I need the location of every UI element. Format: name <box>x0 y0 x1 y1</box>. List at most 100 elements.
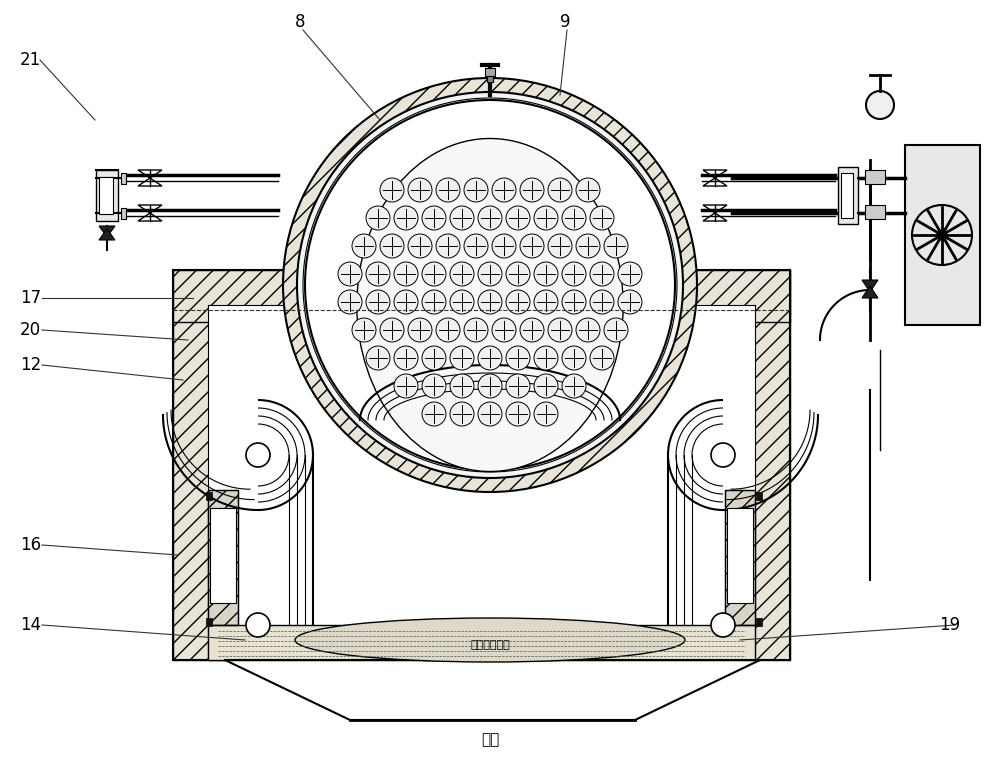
Circle shape <box>422 346 446 370</box>
Text: 底座: 底座 <box>481 732 499 748</box>
Circle shape <box>450 346 474 370</box>
Polygon shape <box>173 270 225 660</box>
Text: 16: 16 <box>20 536 41 554</box>
Polygon shape <box>99 226 115 237</box>
Bar <box>99 177 113 214</box>
Circle shape <box>366 262 390 286</box>
Circle shape <box>590 262 614 286</box>
Bar <box>725 490 755 625</box>
Circle shape <box>478 402 502 426</box>
Circle shape <box>492 178 516 202</box>
Bar <box>121 208 126 219</box>
Circle shape <box>464 178 488 202</box>
Polygon shape <box>725 490 755 625</box>
Text: 14: 14 <box>20 616 41 634</box>
Circle shape <box>352 234 376 258</box>
Circle shape <box>464 234 488 258</box>
Circle shape <box>305 100 675 470</box>
Polygon shape <box>173 270 790 322</box>
Circle shape <box>866 91 894 119</box>
Circle shape <box>408 178 432 202</box>
Circle shape <box>394 290 418 314</box>
Circle shape <box>711 613 735 637</box>
Bar <box>121 173 126 184</box>
Circle shape <box>506 346 530 370</box>
Circle shape <box>506 402 530 426</box>
Text: 17: 17 <box>20 289 41 307</box>
Circle shape <box>394 262 418 286</box>
Circle shape <box>618 262 642 286</box>
Circle shape <box>534 262 558 286</box>
Circle shape <box>604 234 628 258</box>
Bar <box>208 625 755 660</box>
Circle shape <box>506 374 530 398</box>
Polygon shape <box>225 660 760 720</box>
Text: 8: 8 <box>295 13 306 31</box>
Circle shape <box>478 346 502 370</box>
Ellipse shape <box>357 138 623 471</box>
Bar <box>485 68 495 76</box>
Bar <box>865 170 885 184</box>
Bar <box>208 305 755 655</box>
Polygon shape <box>99 229 115 240</box>
Text: 耗火砂密封层: 耗火砂密封层 <box>470 640 510 650</box>
Circle shape <box>436 318 460 342</box>
Circle shape <box>534 346 558 370</box>
Circle shape <box>352 318 376 342</box>
Circle shape <box>562 346 586 370</box>
Circle shape <box>506 290 530 314</box>
Bar <box>208 490 238 625</box>
Circle shape <box>506 262 530 286</box>
Circle shape <box>548 178 572 202</box>
Circle shape <box>394 374 418 398</box>
Circle shape <box>478 262 502 286</box>
Circle shape <box>548 318 572 342</box>
Bar <box>838 167 858 224</box>
Bar <box>727 508 753 603</box>
Circle shape <box>937 230 947 240</box>
Bar <box>865 205 885 219</box>
Circle shape <box>520 178 544 202</box>
Bar <box>756 492 762 500</box>
Ellipse shape <box>295 618 685 662</box>
Circle shape <box>576 318 600 342</box>
Circle shape <box>450 290 474 314</box>
Circle shape <box>604 318 628 342</box>
Circle shape <box>478 290 502 314</box>
Circle shape <box>408 318 432 342</box>
Circle shape <box>422 206 446 230</box>
Circle shape <box>338 262 362 286</box>
Text: 9: 9 <box>560 13 570 31</box>
Circle shape <box>408 234 432 258</box>
Circle shape <box>534 374 558 398</box>
Circle shape <box>450 206 474 230</box>
Circle shape <box>576 234 600 258</box>
Circle shape <box>450 402 474 426</box>
Circle shape <box>246 443 270 467</box>
Circle shape <box>492 318 516 342</box>
Circle shape <box>576 178 600 202</box>
Circle shape <box>562 290 586 314</box>
Circle shape <box>436 234 460 258</box>
Circle shape <box>394 206 418 230</box>
Circle shape <box>436 178 460 202</box>
Bar <box>841 173 853 218</box>
Circle shape <box>464 318 488 342</box>
Circle shape <box>548 234 572 258</box>
Circle shape <box>534 290 558 314</box>
Circle shape <box>303 98 677 472</box>
Circle shape <box>618 290 642 314</box>
Circle shape <box>380 318 404 342</box>
Circle shape <box>422 374 446 398</box>
Text: 20: 20 <box>20 321 41 339</box>
Circle shape <box>534 206 558 230</box>
Circle shape <box>450 262 474 286</box>
Circle shape <box>422 262 446 286</box>
Circle shape <box>590 290 614 314</box>
Circle shape <box>534 402 558 426</box>
Circle shape <box>366 346 390 370</box>
Circle shape <box>590 206 614 230</box>
Circle shape <box>478 206 502 230</box>
Circle shape <box>366 206 390 230</box>
Bar <box>905 145 980 325</box>
